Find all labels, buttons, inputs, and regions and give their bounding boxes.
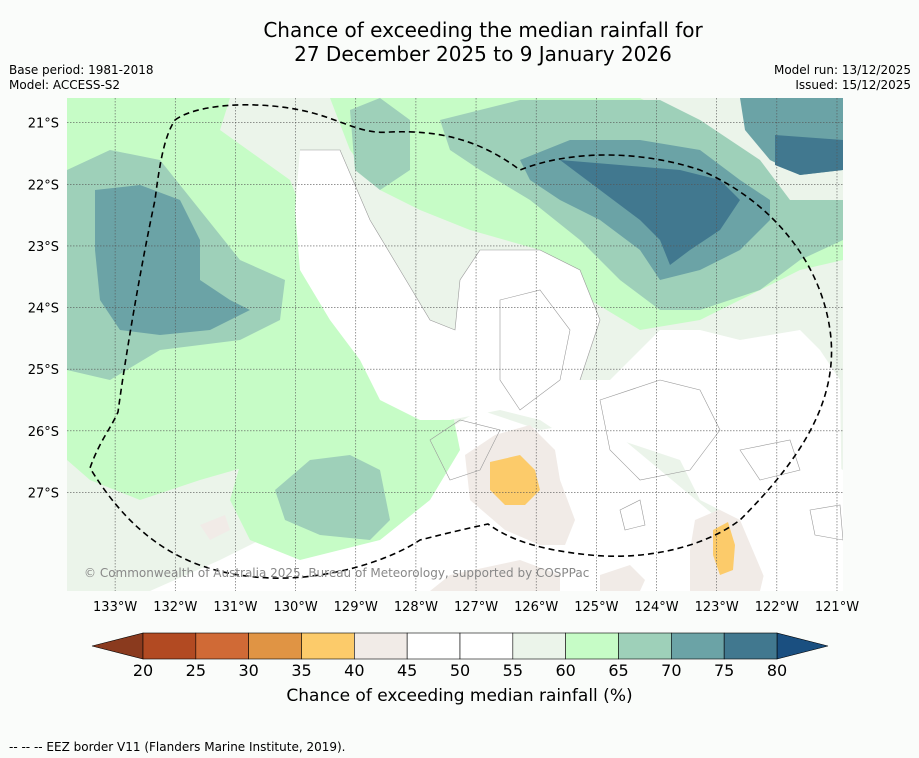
latitude-labels: 21°S 22°S 23°S 24°S 25°S 26°S 27°S bbox=[28, 117, 59, 502]
lon-label: 122°W bbox=[755, 600, 799, 615]
lon-label: 121°W bbox=[815, 600, 859, 615]
colorbar-tick-label: 65 bbox=[608, 661, 628, 680]
colorbar-tick-label: 80 bbox=[767, 661, 787, 680]
colorbar-tick-label: 20 bbox=[133, 661, 153, 680]
eez-legend: -- -- -- EEZ border V11 (Flanders Marine… bbox=[9, 740, 346, 754]
colorbar-segment bbox=[248, 632, 302, 660]
colorbar-tick-label: 30 bbox=[238, 661, 258, 680]
title-line-1: Chance of exceeding the median rainfall … bbox=[263, 18, 703, 42]
lon-label: 123°W bbox=[695, 600, 739, 615]
region-45-50-west bbox=[200, 515, 230, 540]
colorbar: 20 25 30 35 40 45 50 55 60 65 70 75 80 bbox=[91, 632, 829, 680]
lon-label: 131°W bbox=[213, 600, 257, 615]
region-75-80-north bbox=[560, 160, 740, 265]
colorbar-segment bbox=[618, 632, 672, 660]
colorbar-tick-label: 50 bbox=[450, 661, 470, 680]
meta-right: Model run: 13/12/2025 Issued: 15/12/2025 bbox=[774, 63, 911, 93]
copyright-text: © Commonwealth of Australia 2025, Bureau… bbox=[84, 566, 589, 580]
lon-label: 125°W bbox=[574, 600, 618, 615]
base-period: Base period: 1981-2018 bbox=[9, 63, 154, 77]
contour-lines bbox=[300, 149, 843, 541]
colorbar-segment bbox=[301, 632, 355, 660]
colorbar-under-arrow bbox=[91, 632, 144, 660]
lon-label: 124°W bbox=[634, 600, 678, 615]
colorbar-tick-label: 70 bbox=[661, 661, 681, 680]
lon-label: 128°W bbox=[394, 600, 438, 615]
region-70-75-west bbox=[95, 185, 250, 335]
colorbar-segment bbox=[195, 632, 249, 660]
colorbar-tick-label: 75 bbox=[714, 661, 734, 680]
colorbar-segment bbox=[723, 632, 778, 660]
lon-label: 132°W bbox=[153, 600, 197, 615]
colorbar-tick-label: 35 bbox=[291, 661, 311, 680]
colorbar-segment bbox=[565, 632, 619, 660]
colorbar-over-arrow bbox=[776, 632, 829, 660]
region-50-55-center bbox=[295, 150, 843, 591]
lon-label: 133°W bbox=[93, 600, 137, 615]
colorbar-segment bbox=[671, 632, 725, 660]
longitude-labels: 133°W 132°W 131°W 130°W 129°W 128°W 127°W 126°W… bbox=[93, 600, 859, 615]
region-45-50-se bbox=[600, 565, 645, 591]
model-run: Model run: 13/12/2025 bbox=[773, 63, 911, 77]
graticule bbox=[67, 98, 843, 591]
colorbar-segment bbox=[512, 632, 566, 660]
lat-label: 24°S bbox=[28, 302, 59, 317]
title-line-2: 27 December 2025 to 9 January 2026 bbox=[294, 42, 672, 66]
region-45-50-sw bbox=[430, 560, 560, 591]
region-65-70-small bbox=[350, 98, 410, 190]
lat-label: 26°S bbox=[28, 425, 59, 440]
map-plot-area: © Commonwealth of Australia 2025, Bureau… bbox=[67, 98, 843, 591]
colorbar-segment bbox=[142, 632, 197, 660]
colorbar-segment bbox=[406, 632, 461, 660]
lon-label: 126°W bbox=[514, 600, 558, 615]
lon-label: 127°W bbox=[454, 600, 498, 615]
eez-border bbox=[89, 104, 833, 579]
region-75-80-ne bbox=[775, 135, 843, 175]
colorbar-tick-label: 60 bbox=[555, 661, 575, 680]
lat-label: 22°S bbox=[28, 178, 59, 193]
model-name: Model: ACCESS-S2 bbox=[9, 78, 121, 92]
lat-label: 21°S bbox=[28, 117, 59, 132]
lat-label: 25°S bbox=[28, 363, 59, 378]
map-title: Chance of exceeding the median rainfall … bbox=[0, 18, 919, 66]
issued-date: Issued: 15/12/2025 bbox=[795, 78, 911, 92]
colorbar-tick-label: 45 bbox=[397, 661, 417, 680]
lat-label: 27°S bbox=[28, 486, 59, 501]
colorbar-tick-label: 55 bbox=[503, 661, 523, 680]
colorbar-tick-label: 25 bbox=[186, 661, 206, 680]
colorbar-segment bbox=[459, 632, 514, 660]
lon-label: 130°W bbox=[274, 600, 318, 615]
lon-label: 129°W bbox=[334, 600, 378, 615]
colorbar-segment bbox=[354, 632, 408, 660]
colorbar-title: Chance of exceeding median rainfall (%) bbox=[286, 686, 633, 706]
colorbar-tick-label: 40 bbox=[344, 661, 364, 680]
region-65-70-south bbox=[275, 455, 390, 540]
meta-left: Base period: 1981-2018 Model: ACCESS-S2 bbox=[9, 63, 154, 93]
region-35-40-south bbox=[713, 522, 735, 575]
lat-label: 23°S bbox=[28, 240, 59, 255]
